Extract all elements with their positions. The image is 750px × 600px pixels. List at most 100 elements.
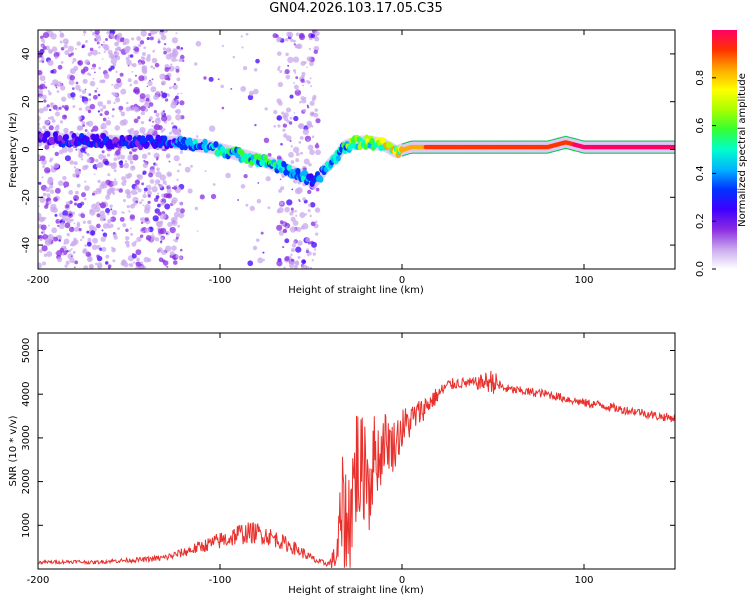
- spectrogram-noise-point: [84, 185, 90, 191]
- spectrogram-noise-point: [122, 223, 127, 228]
- spectrogram-noise-point: [280, 143, 283, 146]
- spectrogram-noise-point: [179, 201, 183, 206]
- spectrogram-noise-point: [104, 72, 110, 78]
- spectrogram-noise-point: [129, 160, 134, 165]
- spectrogram-noise-point: [154, 237, 160, 242]
- spectrogram-noise-point: [124, 49, 130, 54]
- spectrogram-noise-point: [286, 199, 293, 206]
- spectrogram-noise-point: [296, 187, 303, 194]
- spectrogram-noise-point: [85, 39, 88, 43]
- snr-x-tick-label: -200: [27, 575, 50, 586]
- snr-x-tick-label: 0: [399, 575, 405, 586]
- spectrogram-noise-point: [111, 246, 114, 249]
- spectrogram-noise-point: [41, 94, 47, 100]
- spectrogram-noise-point: [76, 125, 83, 131]
- spectrogram-noise-point: [157, 247, 163, 253]
- spectrogram-noise-point: [120, 160, 123, 164]
- spectrogram-noise-point: [39, 238, 43, 242]
- spectrogram-noise-point: [291, 258, 294, 262]
- spectrogram-noise-point: [293, 115, 299, 122]
- spectrogram-noise-point: [64, 222, 71, 229]
- spectrogram-noise-point: [62, 175, 67, 181]
- spectrogram-noise-point: [129, 227, 132, 230]
- spectrogram-noise-point: [95, 36, 102, 42]
- spectrogram-noise-point: [289, 263, 295, 269]
- spectrogram-noise-point: [83, 34, 86, 36]
- spectrogram-noise-point: [129, 83, 133, 87]
- spectrogram-noise-point: [277, 36, 282, 41]
- spectrogram-noise-point: [281, 111, 285, 115]
- spectrogram-noise-point: [158, 184, 163, 189]
- spectrogram-noise-point: [284, 69, 290, 75]
- spectrogram-noise-point: [290, 207, 294, 211]
- spectrogram-noise-point: [307, 254, 310, 257]
- spectrogram-noise-point: [117, 46, 122, 51]
- spectrogram-noise-point: [276, 209, 281, 214]
- spectrogram-noise-point: [154, 118, 161, 125]
- spectrogram-noise-point: [289, 226, 297, 233]
- spectrogram-noise-point: [45, 45, 51, 51]
- spectrogram-noise-point: [172, 84, 179, 90]
- spectrogram-noise-point: [286, 31, 292, 37]
- spectrogram-noise-point: [83, 100, 88, 105]
- spectrogram-noise-point: [131, 106, 135, 110]
- spectrogram-noise-point: [50, 70, 54, 74]
- spectrogram-noise-point: [154, 163, 158, 167]
- spectrogram-noise-point: [176, 77, 181, 82]
- spectrogram-noise-point: [47, 59, 54, 66]
- spectrogram-noise-point: [300, 96, 305, 101]
- spectrogram-noise-point: [175, 233, 181, 238]
- spectrogram-noise-point: [70, 92, 76, 98]
- spectrogram-noise-point: [135, 249, 142, 256]
- spectrogram-noise-point: [180, 92, 183, 95]
- spectrogram-noise-point: [279, 178, 282, 181]
- spectrogram-noise-point: [257, 257, 264, 264]
- spectrogram-noise-point: [295, 152, 300, 157]
- spectrogram-noise-point: [143, 159, 146, 163]
- spectrogram-noise-point: [155, 220, 162, 227]
- spectrogram-noise-point: [152, 233, 154, 235]
- spectrogram-noise-point: [160, 91, 164, 94]
- spectrogram-noise-point: [248, 90, 255, 96]
- spectrogram-noise-point: [100, 236, 106, 242]
- spectrogram-noise-point: [152, 120, 154, 123]
- spectrogram-noise-point: [112, 108, 115, 111]
- colorbar: 0.0 0.2 0.4 0.6 0.8 Normalized spectral ampl…: [695, 30, 748, 277]
- spectrogram-noise-point: [187, 188, 193, 194]
- spectrogram-noise-point: [146, 85, 149, 88]
- spectrogram-noise-point: [302, 84, 305, 87]
- spectrogram-noise-point: [39, 249, 43, 253]
- spectrogram-noise-point: [131, 165, 135, 169]
- spectrogram-noise-point: [294, 71, 297, 74]
- colorbar-tick-label: 0.2: [695, 213, 706, 229]
- spectrogram-noise-point: [124, 188, 131, 195]
- spectrogram-noise-point: [126, 101, 129, 105]
- spectrogram-noise-point: [63, 181, 70, 188]
- spectrogram-noise-point: [70, 255, 73, 258]
- spectrogram-noise-point: [98, 42, 100, 45]
- spectrogram-noise-point: [256, 198, 262, 204]
- spectrogram-noise-point: [168, 131, 173, 135]
- spectrogram-noise-point: [180, 115, 185, 120]
- spectrogram-noise-point: [307, 189, 312, 195]
- spectrogram-noise-point: [149, 30, 157, 35]
- spectrogram-noise-point: [307, 139, 310, 141]
- spectrogram-noise-point: [41, 57, 45, 61]
- spectrogram-noise-point: [110, 58, 117, 65]
- spectrogram-noise-point: [142, 162, 148, 168]
- spectrogram-noise-point: [119, 109, 123, 113]
- spectrogram-noise-point: [208, 125, 216, 132]
- spectrogram-noise-point: [276, 98, 282, 104]
- spectrogram-noise-point: [289, 116, 293, 120]
- spectrogram-noise-point: [38, 70, 43, 76]
- spectrogram-noise-point: [154, 183, 157, 186]
- spectrogram-noise-point: [59, 30, 62, 33]
- spectrogram-noise-point: [66, 250, 69, 253]
- spectrogram-noise-point: [165, 47, 172, 53]
- spectrogram-noise-point: [300, 60, 306, 67]
- spectrogram-noise-point: [301, 71, 306, 76]
- spectrogram-noise-point: [57, 64, 63, 70]
- spectrogram-y-tick-label: 20: [21, 95, 32, 108]
- spectrogram-noise-point: [170, 102, 177, 109]
- spectrogram-noise-point: [175, 236, 179, 240]
